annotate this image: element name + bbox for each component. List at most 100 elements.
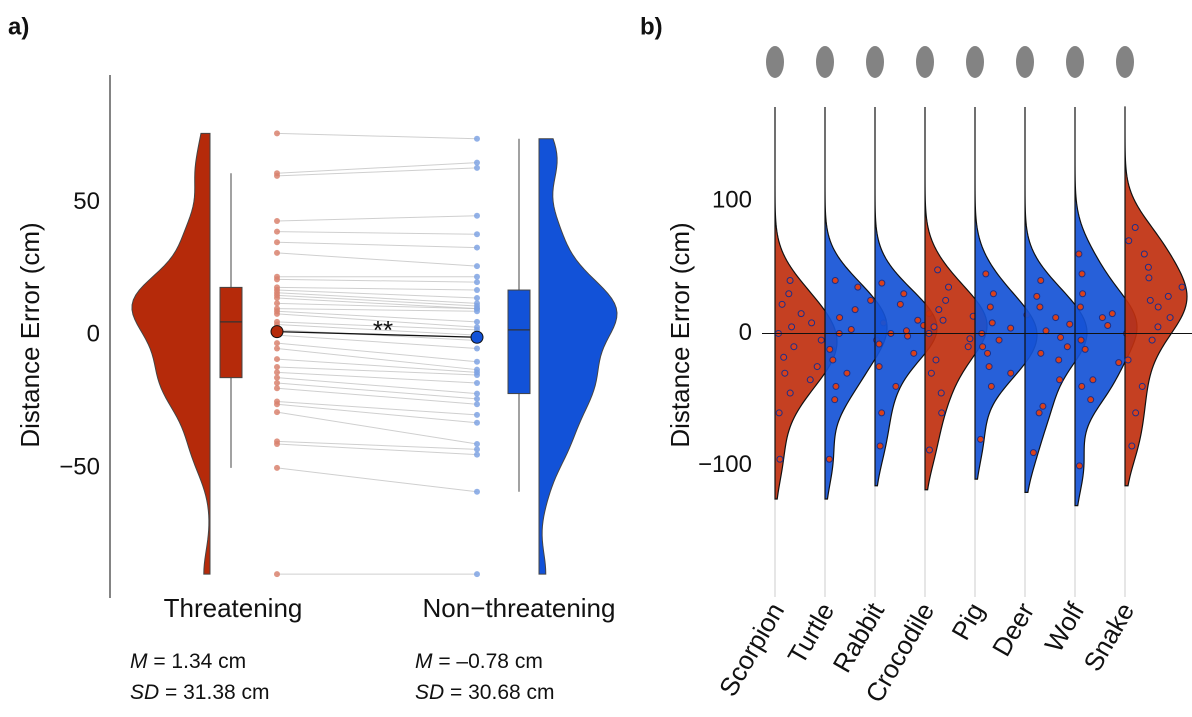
- density: [1024, 107, 1088, 493]
- point: [474, 318, 480, 325]
- point: [984, 349, 992, 357]
- y-tick-label: −100: [698, 451, 752, 478]
- point: [876, 442, 884, 450]
- point: [914, 316, 922, 324]
- point: [274, 295, 280, 302]
- point: [474, 273, 480, 280]
- point: [1154, 303, 1162, 311]
- point: [875, 363, 883, 371]
- stat-text: = 31.38 cm: [159, 681, 269, 704]
- pair-line: [276, 313, 478, 328]
- point: [817, 336, 825, 344]
- x-tick-label: Snake: [1077, 597, 1140, 676]
- point: [1007, 324, 1015, 332]
- point: [274, 441, 280, 448]
- animal-icon: [816, 46, 834, 78]
- density: [1124, 107, 1188, 487]
- point: [1178, 283, 1186, 291]
- point: [474, 401, 480, 408]
- point: [1057, 333, 1065, 341]
- point: [875, 340, 883, 348]
- point: [1104, 322, 1112, 330]
- y-tick-label: 0: [739, 319, 752, 346]
- point: [274, 409, 280, 416]
- point: [474, 379, 480, 386]
- point: [474, 308, 480, 315]
- point: [274, 276, 280, 283]
- point: [474, 358, 480, 365]
- point: [1079, 290, 1087, 298]
- x-tick-label: Wolf: [1038, 597, 1090, 657]
- point: [274, 374, 280, 381]
- point: [847, 325, 855, 333]
- point: [930, 323, 938, 331]
- point: [935, 306, 943, 314]
- pair-line: [276, 334, 478, 349]
- pair-line: [276, 342, 478, 363]
- x-tick-label: Deer: [986, 597, 1040, 661]
- point: [274, 385, 280, 392]
- point: [776, 455, 784, 463]
- point: [790, 343, 798, 351]
- pair-line: [276, 467, 478, 493]
- pair-line: [276, 440, 478, 450]
- point: [829, 356, 837, 364]
- pair-line: [276, 278, 478, 283]
- animal-icon: [916, 46, 934, 78]
- pair-line: [276, 286, 478, 291]
- point: [896, 300, 904, 308]
- point: [1042, 327, 1050, 335]
- point: [1154, 323, 1162, 331]
- pair-line: [276, 329, 478, 341]
- point: [910, 349, 918, 357]
- point: [274, 401, 280, 408]
- point: [474, 345, 480, 352]
- point: [851, 306, 859, 314]
- point: [1037, 276, 1045, 284]
- x-tick-label: Pig: [945, 597, 990, 645]
- y-tick-label: 50: [73, 188, 100, 215]
- point: [474, 371, 480, 378]
- x-tick-label: Threatening: [164, 593, 303, 623]
- point: [474, 164, 480, 171]
- pair-line: [276, 302, 478, 310]
- point: [474, 390, 480, 397]
- point: [786, 276, 794, 284]
- point: [1131, 224, 1139, 232]
- point: [474, 451, 480, 458]
- point: [1033, 292, 1041, 300]
- point: [274, 369, 280, 376]
- pair-line: [276, 308, 478, 312]
- stat-symbol: SD: [415, 681, 444, 704]
- point: [1078, 382, 1086, 390]
- point: [1128, 442, 1136, 450]
- point: [797, 310, 805, 318]
- pair-line: [276, 289, 478, 299]
- point: [826, 345, 834, 353]
- point: [474, 244, 480, 251]
- point: [274, 364, 280, 371]
- point: [780, 353, 788, 361]
- point: [1146, 296, 1154, 304]
- point: [1125, 237, 1133, 245]
- point: [831, 396, 839, 404]
- stat-symbol: SD: [130, 681, 159, 704]
- point: [1075, 462, 1083, 470]
- pair-line: [276, 324, 478, 336]
- mean-point: [470, 330, 484, 344]
- point: [1164, 292, 1172, 300]
- point: [274, 345, 280, 352]
- point: [1052, 314, 1060, 322]
- pair-line: [276, 411, 478, 445]
- point: [274, 571, 280, 578]
- pair-line: [276, 403, 478, 424]
- point: [1098, 314, 1106, 322]
- point: [854, 283, 862, 291]
- pair-line: [276, 387, 478, 405]
- point: [274, 300, 280, 307]
- point: [1029, 449, 1037, 457]
- y-axis-label: Distance Error (cm): [15, 222, 45, 447]
- point: [1145, 274, 1153, 282]
- density: [774, 107, 838, 500]
